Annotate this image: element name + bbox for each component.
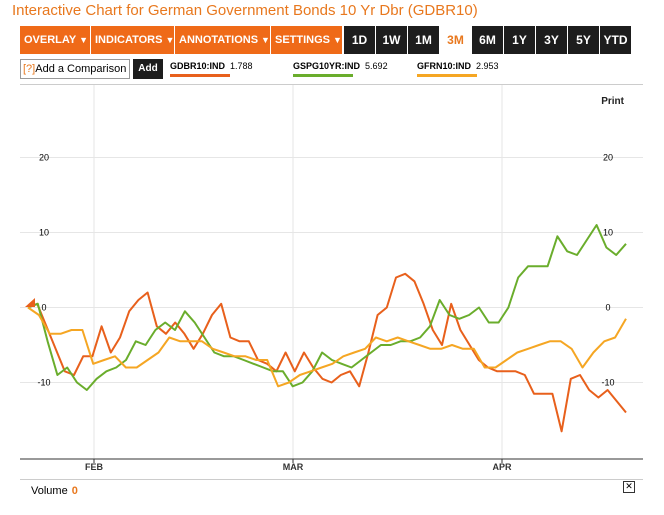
x-tick-label: FEB <box>85 462 104 472</box>
chart-grid <box>20 85 643 459</box>
range-ytd-button[interactable]: YTD <box>599 26 631 54</box>
y-tick-left: -10 <box>37 378 50 388</box>
annotations-menu-label: ANNOTATIONS <box>179 34 259 46</box>
add-comparison-button[interactable]: Add <box>133 59 163 79</box>
legend-value: 5.692 <box>365 61 388 71</box>
caret-down-icon: ▼ <box>261 35 270 45</box>
close-icon[interactable]: ✕ <box>623 481 635 493</box>
page-title: Interactive Chart for German Government … <box>12 2 478 19</box>
help-icon[interactable]: [?] <box>23 63 36 75</box>
y-tick-left: 10 <box>39 228 49 238</box>
caret-down-icon: ▼ <box>79 35 89 45</box>
x-tick-label: MAR <box>283 462 304 472</box>
volume-label: Volume 0 <box>31 485 78 497</box>
range-1m-button[interactable]: 1M <box>407 26 439 54</box>
settings-menu-label: SETTINGS <box>275 34 331 46</box>
start-marker-icon <box>25 298 35 307</box>
add-comparison-label: Add a Comparison <box>35 63 127 75</box>
indicators-menu-label: INDICATORS <box>95 34 163 46</box>
indicators-menu[interactable]: INDICATORS ▼ <box>91 26 175 54</box>
series-line-2 <box>27 306 627 388</box>
range-1y-button[interactable]: 1Y <box>503 26 535 54</box>
header-divider <box>20 84 643 85</box>
volume-label-text: Volume <box>31 485 68 497</box>
chart-toolbar: OVERLAY ▼ INDICATORS ▼ ANNOTATIONS ▼ SET… <box>20 26 643 54</box>
range-1d-button[interactable]: 1D <box>343 26 375 54</box>
volume-value: 0 <box>71 485 78 497</box>
legend-value: 1.788 <box>230 61 253 71</box>
y-tick-left: 0 <box>41 303 46 313</box>
series-line-0 <box>27 272 627 433</box>
legend-item-gfrn10[interactable]: GFRN10:IND 2.953 <box>417 61 499 77</box>
range-6m-button[interactable]: 6M <box>471 26 503 54</box>
legend-value: 2.953 <box>476 61 499 71</box>
y-tick-right: 20 <box>603 153 613 163</box>
legend-swatch <box>417 74 477 77</box>
legend-item-gdbr10[interactable]: GDBR10:IND 1.788 <box>170 61 253 77</box>
chart-series <box>25 224 627 433</box>
legend-symbol: GFRN10:IND <box>417 61 472 71</box>
legend-symbol: GDBR10:IND <box>170 61 226 71</box>
y-tick-right: 10 <box>603 228 613 238</box>
y-tick-right: 0 <box>605 303 610 313</box>
y-tick-right: -10 <box>601 378 614 388</box>
range-3y-button[interactable]: 3Y <box>535 26 567 54</box>
legend-item-gspg10yr[interactable]: GSPG10YR:IND 5.692 <box>293 61 388 77</box>
legend-swatch <box>293 74 353 77</box>
caret-down-icon: ▼ <box>333 35 342 45</box>
x-tick-label: APR <box>492 462 512 472</box>
add-comparison-input[interactable]: [?]Add a Comparison <box>20 59 130 79</box>
y-axis-ticks: 20 10 0 -10 20 10 0 -10 <box>37 153 614 388</box>
range-1w-button[interactable]: 1W <box>375 26 407 54</box>
series-line-1 <box>27 224 627 391</box>
overlay-menu-label: OVERLAY <box>24 34 77 46</box>
print-button[interactable]: Print <box>601 96 624 107</box>
legend-swatch <box>170 74 230 77</box>
settings-menu[interactable]: SETTINGS ▼ <box>271 26 343 54</box>
caret-down-icon: ▼ <box>165 35 175 45</box>
volume-panel: Volume 0 ✕ <box>20 479 643 515</box>
range-3m-button[interactable]: 3M <box>439 26 471 54</box>
overlay-menu[interactable]: OVERLAY ▼ <box>20 26 91 54</box>
x-axis: FEB MAR APR <box>20 458 643 472</box>
y-tick-left: 20 <box>39 153 49 163</box>
range-5y-button[interactable]: 5Y <box>567 26 599 54</box>
legend-symbol: GSPG10YR:IND <box>293 61 361 71</box>
annotations-menu[interactable]: ANNOTATIONS ▼ <box>175 26 271 54</box>
